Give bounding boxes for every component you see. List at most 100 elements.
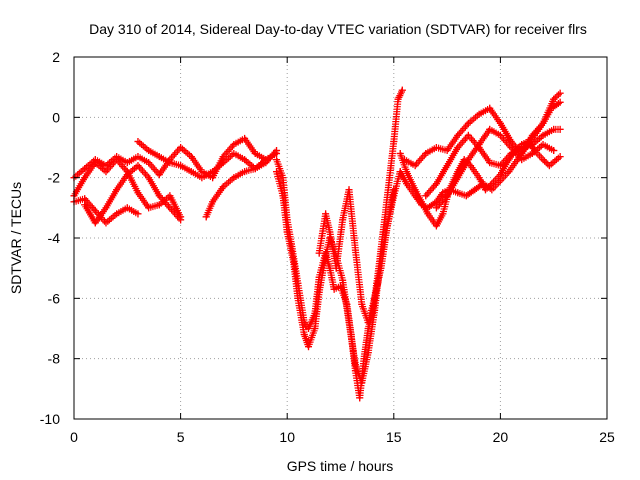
data-point: [155, 192, 163, 200]
data-point: [443, 162, 451, 170]
data-point: [464, 131, 472, 139]
data-point: [351, 246, 359, 254]
y-tick-label: -10: [40, 411, 60, 427]
data-point: [454, 174, 462, 182]
data-point: [134, 162, 142, 170]
data-point: [454, 144, 462, 151]
data-point: [443, 147, 451, 155]
y-tick-label: 0: [52, 109, 60, 125]
x-axis-label: GPS time / hours: [287, 458, 394, 474]
chart-title: Day 310 of 2014, Sidereal Day-to-day VTE…: [89, 21, 587, 37]
data-point: [198, 174, 206, 182]
x-tick-label: 10: [279, 429, 295, 445]
data-point: [81, 174, 89, 182]
data-point: [556, 153, 564, 161]
data-point: [273, 156, 281, 164]
data-series: [81, 162, 185, 227]
data-point: [400, 156, 408, 164]
data-point: [539, 140, 547, 148]
grid: [74, 57, 607, 419]
data-point: [330, 285, 338, 293]
data-point: [81, 165, 89, 173]
data-point: [230, 140, 238, 148]
data-point: [134, 210, 142, 218]
data-point: [113, 153, 121, 161]
data-point: [528, 140, 536, 148]
data-point: [241, 168, 249, 176]
data-point: [432, 180, 440, 188]
data-point: [411, 192, 419, 200]
data-point: [396, 168, 404, 176]
data-point: [134, 189, 142, 197]
data-point: [454, 131, 462, 139]
data-point: [91, 156, 99, 164]
data-point: [518, 144, 526, 151]
data-point: [209, 168, 217, 176]
data-point: [145, 204, 153, 212]
data-point: [486, 125, 494, 133]
data-point: [219, 153, 227, 161]
data-point: [219, 159, 227, 167]
data-point: [358, 300, 366, 308]
data-point: [496, 162, 504, 170]
data-point: [364, 325, 372, 332]
data-point: [273, 168, 281, 176]
data-point: [496, 177, 504, 185]
data-point: [418, 201, 426, 209]
data-point: [91, 207, 99, 215]
data-point: [198, 168, 206, 176]
data-point: [345, 318, 353, 326]
data-point: [422, 150, 430, 158]
data-point: [209, 198, 217, 206]
data-point: [528, 131, 536, 139]
data-point: [358, 379, 366, 387]
data-point: [123, 204, 131, 212]
data-point: [398, 86, 406, 94]
data-point: [371, 294, 379, 302]
data-point: [339, 276, 347, 284]
data-point: [411, 162, 419, 170]
data-point: [539, 156, 547, 164]
y-tick-label: -4: [48, 230, 61, 246]
data-point: [432, 204, 440, 212]
y-tick-label: 2: [52, 49, 60, 65]
data-point: [396, 150, 404, 158]
data-series: [432, 125, 558, 212]
data-point: [454, 189, 462, 197]
data-point: [364, 318, 372, 326]
data-point: [202, 213, 210, 221]
data-point: [177, 216, 185, 224]
data-point: [424, 210, 432, 218]
data-point: [166, 204, 174, 212]
y-tick-label: -6: [48, 290, 61, 306]
data-point: [383, 222, 391, 230]
data-point: [300, 331, 308, 339]
data-point: [283, 228, 291, 236]
data-point: [475, 140, 483, 148]
data-point: [315, 288, 323, 296]
data-point: [390, 137, 398, 145]
data-point: [155, 201, 163, 209]
data-point: [123, 159, 131, 167]
data-point: [471, 186, 479, 194]
data-point: [279, 192, 287, 200]
data-point: [390, 192, 398, 200]
data-point: [488, 186, 496, 194]
y-tick-label: -2: [48, 170, 61, 186]
data-point: [377, 264, 385, 272]
data-point: [145, 174, 153, 182]
data-point: [403, 168, 411, 176]
data-series: [315, 168, 404, 326]
data-point: [102, 204, 110, 212]
data-point: [550, 95, 558, 103]
data-point: [219, 183, 227, 191]
plot-area: [70, 86, 564, 402]
data-point: [145, 147, 153, 155]
data-point: [462, 192, 470, 200]
data-point: [113, 186, 121, 194]
data-point: [443, 192, 451, 200]
data-point: [556, 98, 564, 106]
data-point: [486, 159, 494, 167]
data-point: [432, 144, 440, 151]
